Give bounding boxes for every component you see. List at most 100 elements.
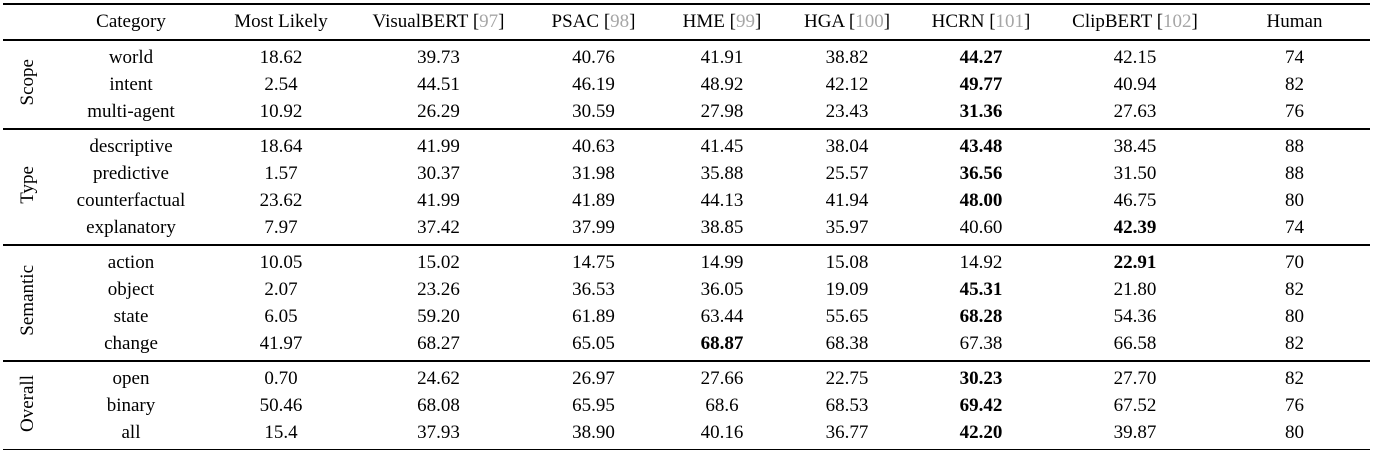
value-cell-visualbert: 37.93 [417, 422, 460, 443]
table-row: Semantic action 10.05 15.02 14.75 14.99 15.08 1… [3, 245, 1370, 336]
column-header-psac: PSAC [98] [526, 4, 661, 41]
group-section-semantic: Semantic action 10.05 15.02 14.75 14.99 15.08 1… [3, 245, 1370, 361]
value-cell-hme: 35.88 [700, 163, 744, 184]
value-cell-psac: 38.90 [572, 422, 615, 443]
value-cell-clipbert: 31.50 [1113, 163, 1157, 184]
value-cell-visualbert: 41.99 [417, 136, 460, 157]
value-cell-psac: 37.99 [572, 217, 615, 238]
value-cell-hme: 38.85 [700, 217, 744, 238]
value-cell-visualbert: 44.51 [417, 74, 460, 95]
value-cell-clipbert: 39.87 [1113, 422, 1157, 443]
table-row: counterfactual 23.62 41.99 41.89 44.13 41.94 4… [3, 187, 1370, 214]
value-cell-clipbert: 22.91 [1113, 252, 1157, 273]
table-row: change 41.97 68.27 65.05 68.87 68.38 67.38 66.5… [3, 330, 1370, 361]
value-cell-most-likely: 23.62 [259, 190, 303, 211]
table-row: binary 50.46 68.08 65.95 68.6 68.53 69.42 67.52… [3, 392, 1370, 419]
value-cell-clipbert: 66.58 [1113, 333, 1157, 354]
value-cell-hga: 23.43 [825, 101, 869, 122]
value-cell-hcrn: 43.48 [959, 136, 1003, 157]
value-cell-visualbert: 68.27 [417, 333, 460, 354]
value-cell-hme: 36.05 [700, 279, 744, 300]
value-cell-human: 82 [1285, 368, 1304, 389]
value-cell-visualbert: 68.08 [417, 395, 460, 416]
value-cell-hcrn: 42.20 [959, 422, 1003, 443]
value-cell-hga: 19.09 [825, 279, 869, 300]
value-cell-hga: 68.53 [825, 395, 869, 416]
citation-ref: 97 [479, 11, 499, 32]
value-cell-clipbert: 46.75 [1113, 190, 1157, 211]
group-label-semantic: Semantic [3, 245, 51, 361]
value-cell-clipbert: 42.15 [1113, 47, 1157, 68]
category-cell: counterfactual [76, 190, 186, 211]
table-row: intent 2.54 44.51 46.19 48.92 42.12 49.77 40.94… [3, 71, 1370, 98]
value-cell-clipbert: 27.70 [1113, 368, 1157, 389]
value-cell-most-likely: 0.70 [264, 368, 298, 389]
value-cell-clipbert: 27.63 [1113, 101, 1157, 122]
value-cell-hga: 15.08 [825, 252, 869, 273]
citation-ref: 102 [1163, 11, 1192, 32]
value-cell-hga: 38.04 [825, 136, 869, 157]
value-cell-human: 80 [1285, 306, 1304, 327]
group-label-text: Overall [16, 374, 38, 432]
category-cell: world [108, 47, 154, 68]
value-cell-hga: 35.97 [825, 217, 869, 238]
value-cell-most-likely: 10.05 [259, 252, 303, 273]
category-cell: object [107, 279, 155, 300]
value-cell-psac: 26.97 [572, 368, 615, 389]
value-cell-visualbert: 59.20 [417, 306, 460, 327]
citation-ref: 100 [855, 11, 884, 32]
category-cell: explanatory [86, 217, 176, 238]
category-cell: intent [109, 74, 153, 95]
category-cell: predictive [93, 163, 169, 184]
column-header-hga: HGA [100] [783, 4, 911, 41]
value-cell-visualbert: 24.62 [417, 368, 460, 389]
value-cell-most-likely: 7.97 [264, 217, 298, 238]
value-cell-clipbert: 38.45 [1113, 136, 1157, 157]
value-cell-hcrn: 45.31 [959, 279, 1003, 300]
value-cell-clipbert: 21.80 [1113, 279, 1157, 300]
value-cell-human: 80 [1285, 190, 1304, 211]
value-cell-hcrn: 48.00 [959, 190, 1003, 211]
value-cell-visualbert: 39.73 [417, 47, 460, 68]
value-cell-human: 76 [1285, 395, 1304, 416]
value-cell-psac: 31.98 [572, 163, 615, 184]
value-cell-human: 70 [1285, 252, 1304, 273]
table-row: all 15.4 37.93 38.90 40.16 36.77 42.20 39.87 80 [3, 419, 1370, 450]
value-cell-clipbert: 54.36 [1113, 306, 1157, 327]
value-cell-psac: 65.05 [572, 333, 615, 354]
value-cell-psac: 46.19 [572, 74, 615, 95]
value-cell-psac: 41.89 [572, 190, 615, 211]
value-cell-most-likely: 18.62 [259, 47, 303, 68]
category-cell: descriptive [89, 136, 173, 157]
header-row: Category Most Likely VisualBERT [97] PSAC [… [3, 4, 1370, 41]
table-row: state 6.05 59.20 61.89 63.44 55.65 68.28 54.36 8… [3, 303, 1370, 330]
table-row: object 2.07 23.26 36.53 36.05 19.09 45.31 21.80… [3, 276, 1370, 303]
value-cell-human: 82 [1285, 74, 1304, 95]
value-cell-hcrn: 69.42 [959, 395, 1003, 416]
value-cell-psac: 36.53 [572, 279, 615, 300]
value-cell-psac: 30.59 [572, 101, 615, 122]
group-label-text: Scope [16, 58, 38, 106]
group-label-scope: Scope [3, 40, 51, 129]
group-section-type: Type descriptive 18.64 41.99 40.63 41.45 38.04… [3, 129, 1370, 245]
value-cell-psac: 40.76 [572, 47, 615, 68]
value-cell-psac: 61.89 [572, 306, 615, 327]
value-cell-most-likely: 41.97 [259, 333, 303, 354]
value-cell-most-likely: 2.54 [264, 74, 298, 95]
column-header-human: Human [1219, 4, 1370, 41]
value-cell-hga: 68.38 [825, 333, 869, 354]
table-row: Overall open 0.70 24.62 26.97 27.66 22.75 30.23… [3, 361, 1370, 431]
table-row: Type descriptive 18.64 41.99 40.63 41.45 38.04… [3, 129, 1370, 203]
value-cell-hcrn: 31.36 [959, 101, 1003, 122]
value-cell-visualbert: 23.26 [417, 279, 460, 300]
column-header-hme: HME [99] [661, 4, 783, 41]
value-cell-hga: 22.75 [825, 368, 869, 389]
value-cell-hcrn: 36.56 [959, 163, 1003, 184]
table-row: multi-agent 10.92 26.29 30.59 27.98 23.43 31.3… [3, 98, 1370, 129]
value-cell-visualbert: 26.29 [417, 101, 460, 122]
value-cell-psac: 40.63 [572, 136, 615, 157]
value-cell-hme: 63.44 [700, 306, 744, 327]
column-header-hcrn: HCRN [101] [911, 4, 1051, 41]
value-cell-human: 88 [1285, 163, 1304, 184]
value-cell-most-likely: 15.4 [264, 422, 298, 443]
